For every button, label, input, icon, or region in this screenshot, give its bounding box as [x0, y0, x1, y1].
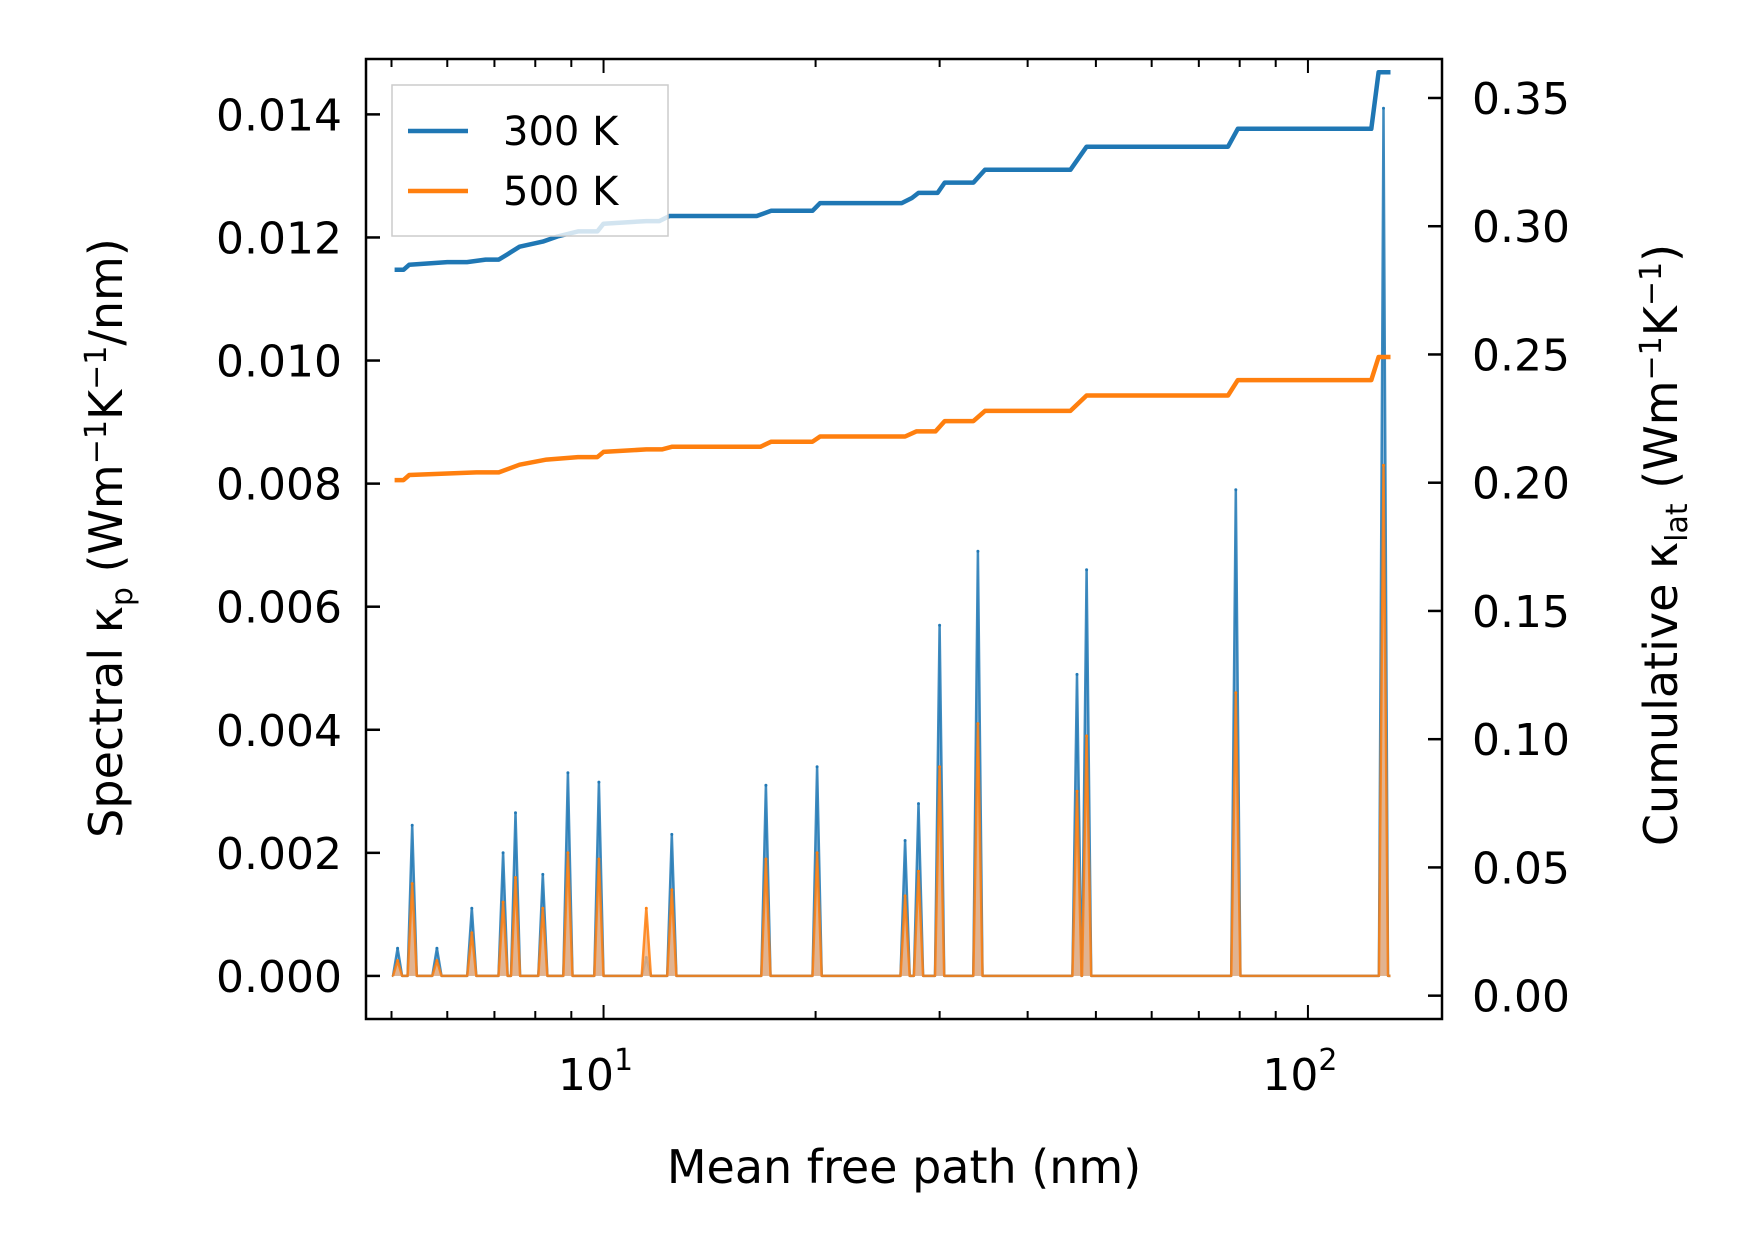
right-tick-label-6: 0.30	[1472, 202, 1570, 253]
left-tick-label-6: 0.012	[216, 213, 342, 264]
spectral-peak-300k-19	[1234, 488, 1238, 492]
right-title-sub: lat	[1660, 503, 1695, 542]
right-title-main: Cumulative κ	[1634, 542, 1688, 846]
right-title-end: )	[1634, 244, 1688, 262]
left-title-main: Spectral κ	[79, 606, 133, 838]
left-tick-label-5: 0.010	[216, 337, 342, 388]
spectral-peak-300k-18	[1085, 568, 1089, 572]
spectral-peak-500k-12	[815, 851, 819, 855]
cumulative-line-500k	[394, 354, 1391, 483]
right-tick-label-4: 0.20	[1472, 459, 1570, 510]
legend-label-300k: 300 K	[503, 109, 620, 155]
spectral-peak-300k-12	[815, 765, 819, 769]
x-tick-label-base-0: 10	[558, 1050, 614, 1101]
left-tick-label-3: 0.006	[216, 583, 342, 634]
x-tick-label-0: 101	[558, 1043, 633, 1101]
left-title-sub: p	[105, 587, 140, 606]
left-tick-label-1: 0.002	[216, 829, 342, 880]
right-title-sup2: −1	[1634, 262, 1669, 306]
plot-frame	[364, 57, 1444, 1021]
right-tick-label-1: 0.05	[1472, 843, 1570, 894]
spectral-peak-300k-1	[410, 823, 414, 827]
x-tick-label-exp-1: 2	[1318, 1043, 1337, 1078]
right-tick-label-7: 0.35	[1472, 74, 1570, 125]
spectral-peak-500k-15	[938, 765, 942, 769]
spectral-peak-500k-7	[566, 851, 570, 855]
left-title-unit: (Wm	[79, 464, 133, 587]
spectral-peak-300k-8	[597, 780, 601, 784]
spectral-peak-300k-11	[764, 783, 768, 787]
legend-box	[391, 84, 669, 237]
right-tick-label-2: 0.10	[1472, 715, 1570, 766]
left-tick-label-0: 0.000	[216, 952, 342, 1003]
spectral-peak-300k-5	[514, 811, 517, 815]
spectral-peak-500k-18	[1085, 734, 1089, 738]
legend: 300 K 500 K	[391, 84, 669, 237]
left-title-sup1: −1	[79, 420, 114, 464]
right-title-sup1: −1	[1634, 336, 1669, 380]
spectral-peak-500k-14	[917, 869, 920, 873]
spectral-peak-500k-9	[644, 906, 648, 910]
spectral-peak-300k-16	[976, 549, 980, 553]
spectral-peak-500k-20	[1382, 463, 1385, 467]
spectral-peak-500k-1	[410, 882, 414, 886]
right-tick-label-3: 0.15	[1472, 587, 1570, 638]
spectral-peak-500k-4	[501, 900, 505, 904]
left-tick-label-7: 0.014	[216, 90, 342, 141]
left-axis-title: Spectral κp (Wm−1K−1/nm)	[79, 238, 140, 838]
x-tick-label-exp-0: 1	[614, 1043, 633, 1078]
spectral-peak-500k-8	[597, 857, 601, 861]
right-tick-label-0: 0.00	[1472, 972, 1570, 1023]
spectral-peak-300k-14	[917, 802, 920, 806]
left-title-end: /nm)	[79, 238, 133, 345]
left-title-k: K	[79, 388, 133, 420]
x-tick-label-1: 102	[1262, 1043, 1337, 1101]
spectral-peak-500k-13	[903, 894, 907, 898]
spectral-peak-300k-7	[566, 771, 570, 775]
spectral-peak-300k-6	[541, 872, 545, 876]
ticks-layer: 0.0000.0020.0040.0060.0080.0100.0120.014…	[216, 59, 1570, 1101]
spectral-peak-500k-6	[541, 906, 545, 910]
right-title-unit: (Wm	[1634, 380, 1688, 503]
spectral-peak-500k-17	[1075, 789, 1079, 793]
spectral-layer	[391, 106, 1391, 978]
spectral-peak-500k-0	[396, 959, 400, 962]
right-axis-title: Cumulative κlat (Wm−1K−1)	[1634, 244, 1695, 846]
x-tick-label-base-1: 10	[1262, 1050, 1318, 1101]
left-title-sup2: −1	[79, 346, 114, 390]
cumulative-line-300k	[394, 70, 1391, 273]
left-tick-label-4: 0.008	[216, 460, 342, 511]
spectral-peak-300k-4	[501, 851, 505, 855]
spectral-peak-300k-10	[670, 832, 674, 836]
spectral-peak-300k-0	[396, 946, 400, 950]
spectral-peak-300k-20	[1382, 106, 1385, 110]
spectral-peak-300k-2	[435, 946, 439, 950]
spectral-peak-500k-2	[435, 959, 439, 962]
left-tick-label-2: 0.004	[216, 706, 342, 757]
spectral-peak-500k-5	[514, 876, 517, 879]
spectral-peak-500k-10	[670, 888, 674, 892]
right-title-k: K	[1634, 304, 1688, 336]
spectral-peak-300k-15	[938, 623, 942, 627]
spectral-peak-500k-19	[1234, 691, 1238, 695]
spectral-peak-500k-11	[764, 857, 768, 861]
spectral-peak-300k-17	[1075, 672, 1079, 676]
spectral-peak-500k-3	[470, 931, 474, 935]
legend-label-500k: 500 K	[503, 169, 620, 215]
spectral-peak-500k-16	[976, 722, 980, 726]
spectral-peak-300k-13	[903, 839, 907, 842]
cumulative-layer	[394, 70, 1391, 483]
x-axis-title: Mean free path (nm)	[667, 1140, 1141, 1194]
right-tick-label-5: 0.25	[1472, 330, 1570, 381]
spectral-peak-300k-3	[470, 906, 474, 910]
